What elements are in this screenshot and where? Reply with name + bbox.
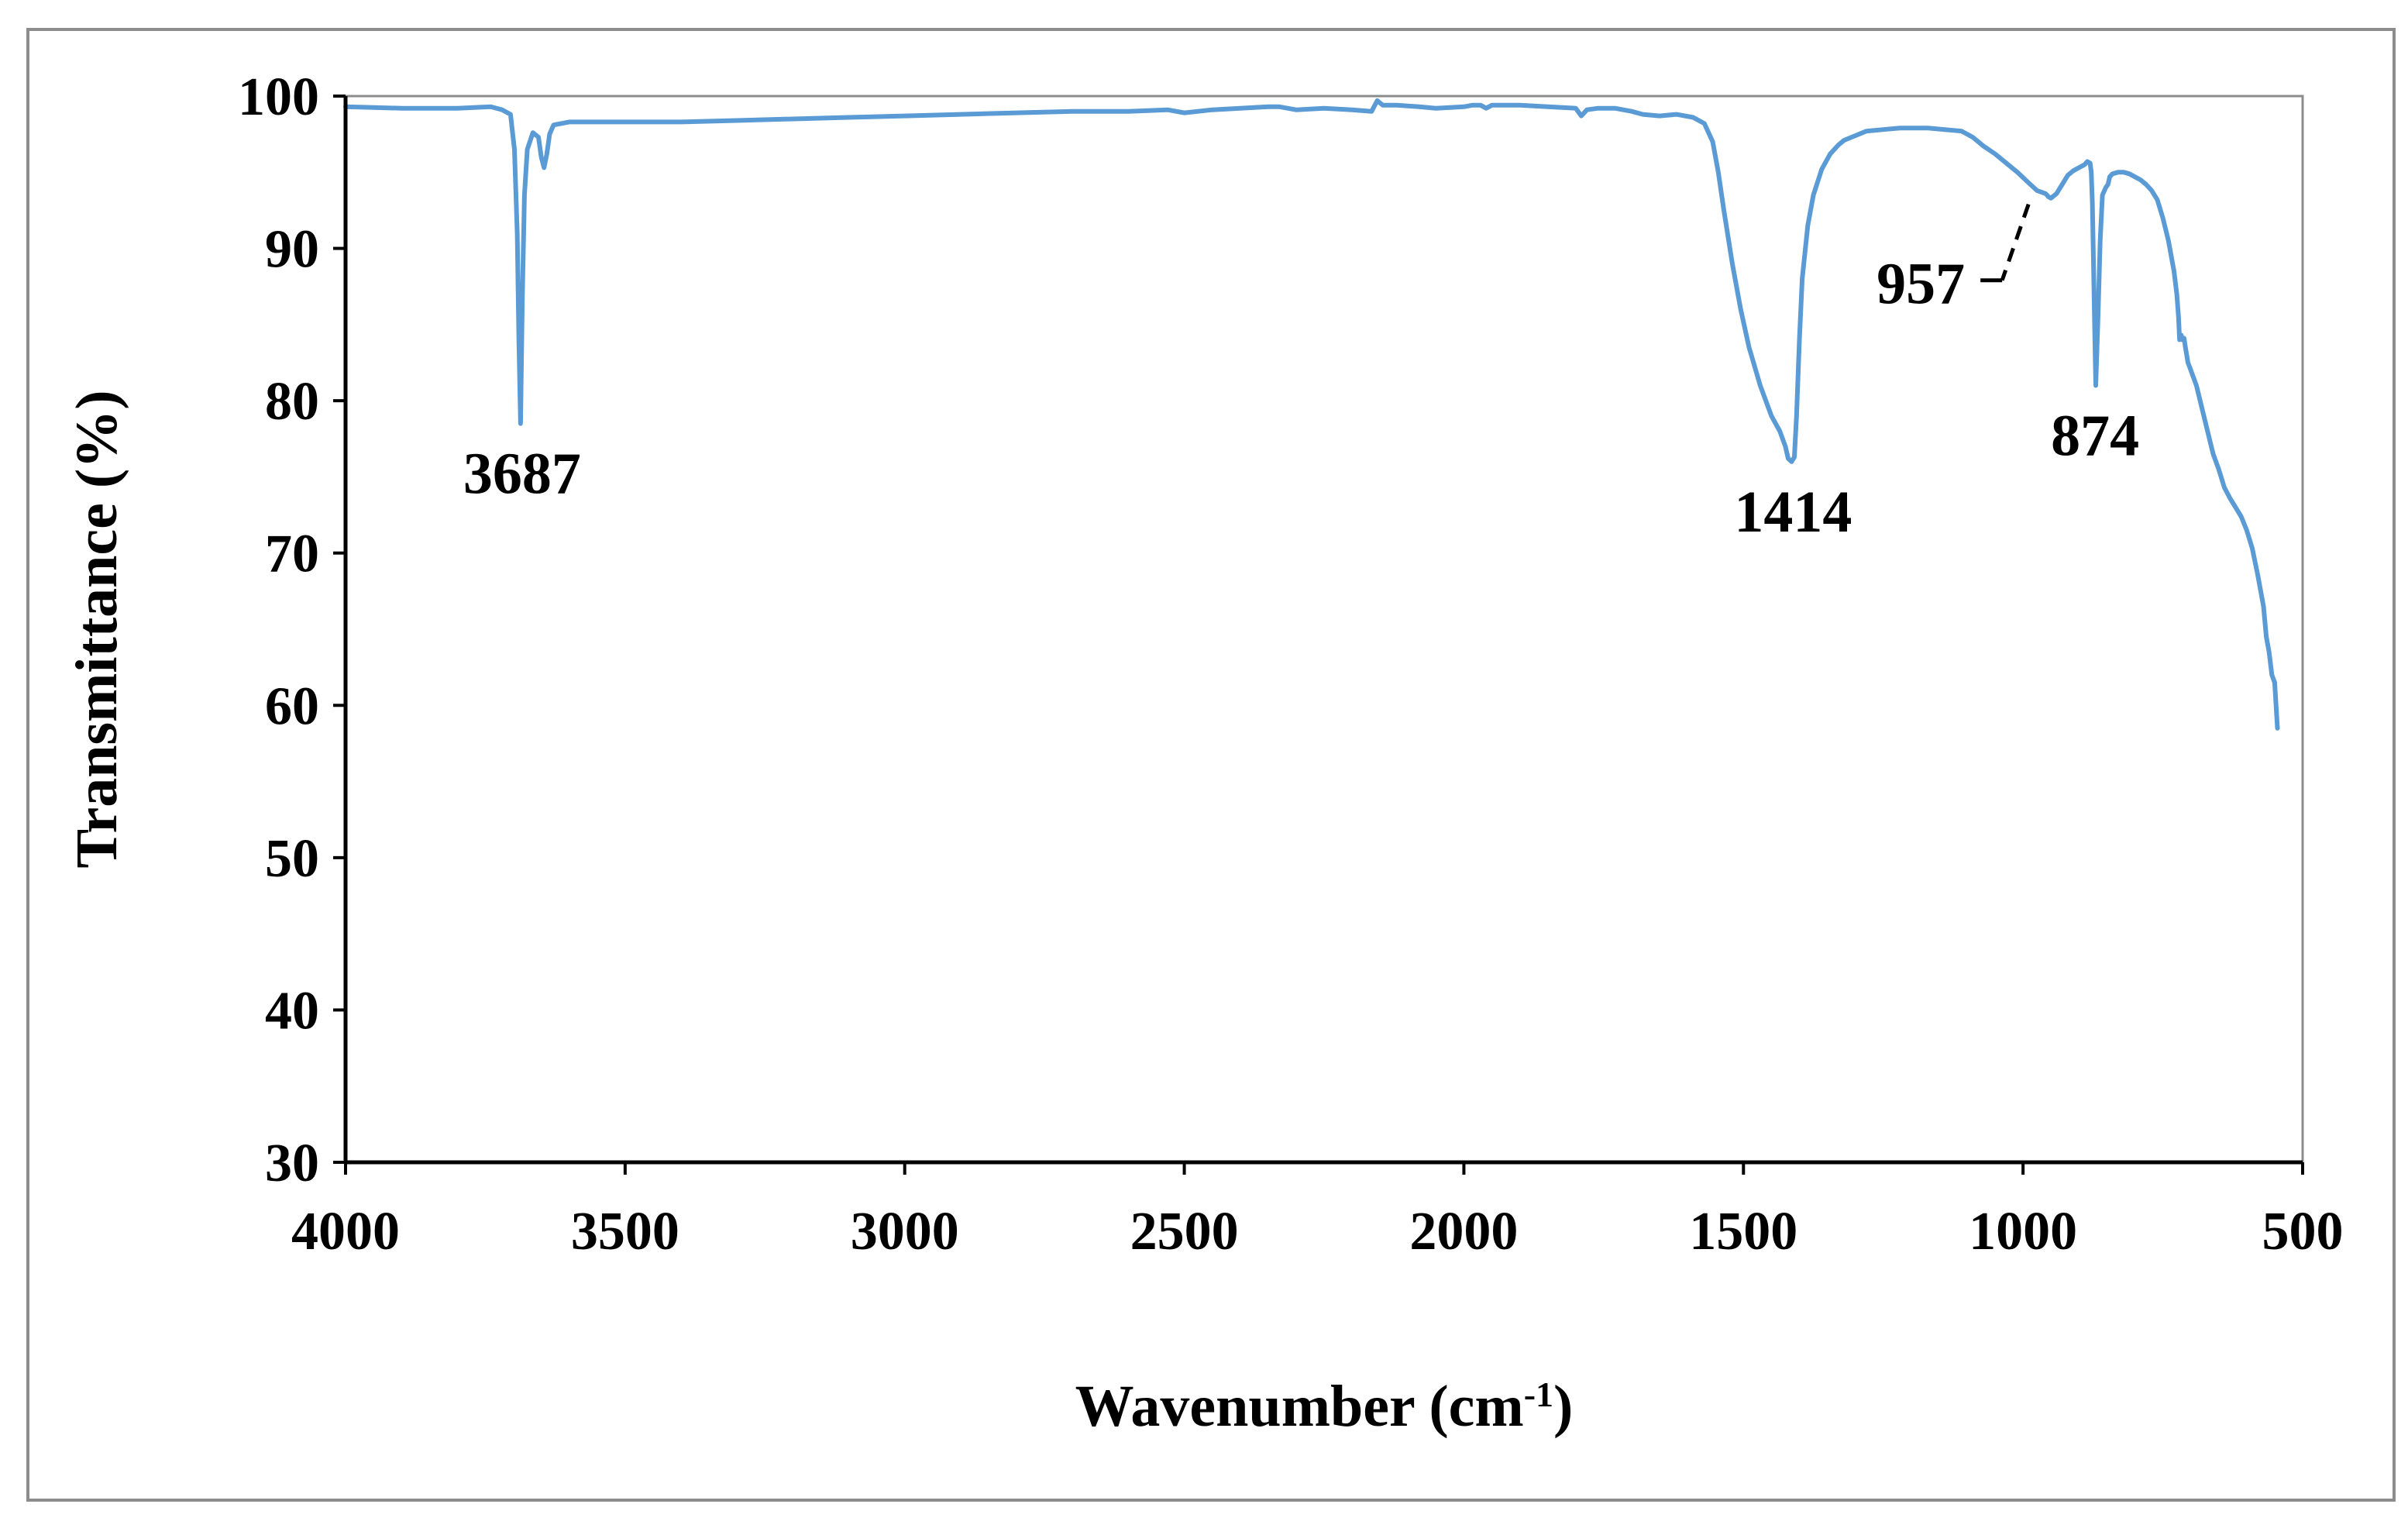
axis-layer (333, 95, 2304, 1175)
y-axis-title: Transmittance (%) (64, 390, 129, 868)
x-axis-title-close: ) (1553, 1374, 1573, 1439)
series-line-0 (343, 98, 2280, 731)
x-axis-title-superscript: -1 (1524, 1375, 1553, 1414)
x-axis-title: Wavenumber (cm-1) (1075, 1374, 1574, 1439)
annotation-leader-line (2000, 203, 2031, 281)
y-tick-label: 100 (238, 67, 319, 127)
x-axis-title-main: Wavenumber (cm (1075, 1374, 1524, 1439)
y-tick-label: 70 (265, 525, 319, 584)
x-tick-label: 500 (2262, 1202, 2344, 1261)
x-tick-label: 3000 (851, 1202, 959, 1261)
x-tick-label: 2000 (1409, 1202, 1518, 1261)
y-tick-label: 80 (265, 372, 319, 432)
y-tick-label: 30 (265, 1134, 319, 1193)
x-tick-label: 1000 (1969, 1202, 2077, 1261)
series-layer (343, 98, 2280, 731)
peak-label-3687: 3687 (463, 442, 581, 507)
y-tick-label: 60 (265, 676, 319, 736)
y-tick-label: 50 (265, 829, 319, 889)
y-tick-label: 90 (265, 220, 319, 280)
y-tick-label: 40 (265, 981, 319, 1041)
peak-label-874: 874 (2051, 403, 2139, 468)
x-tick-label: 1500 (1689, 1202, 1797, 1261)
x-tick-label: 3500 (571, 1202, 679, 1261)
x-tick-label: 4000 (291, 1202, 400, 1261)
peak-label-1414: 1414 (1734, 480, 1852, 545)
peak-label-957: 957 (1877, 252, 1965, 317)
annotation-layer: 3687 1414 874 957 (463, 203, 2139, 545)
chart-frame (26, 28, 2396, 1502)
x-tick-label: 2500 (1130, 1202, 1239, 1261)
tick-label-layer: 30 40 50 60 70 80 90 100 4000 3500 3000 2500 2000 150… (238, 67, 2344, 1261)
